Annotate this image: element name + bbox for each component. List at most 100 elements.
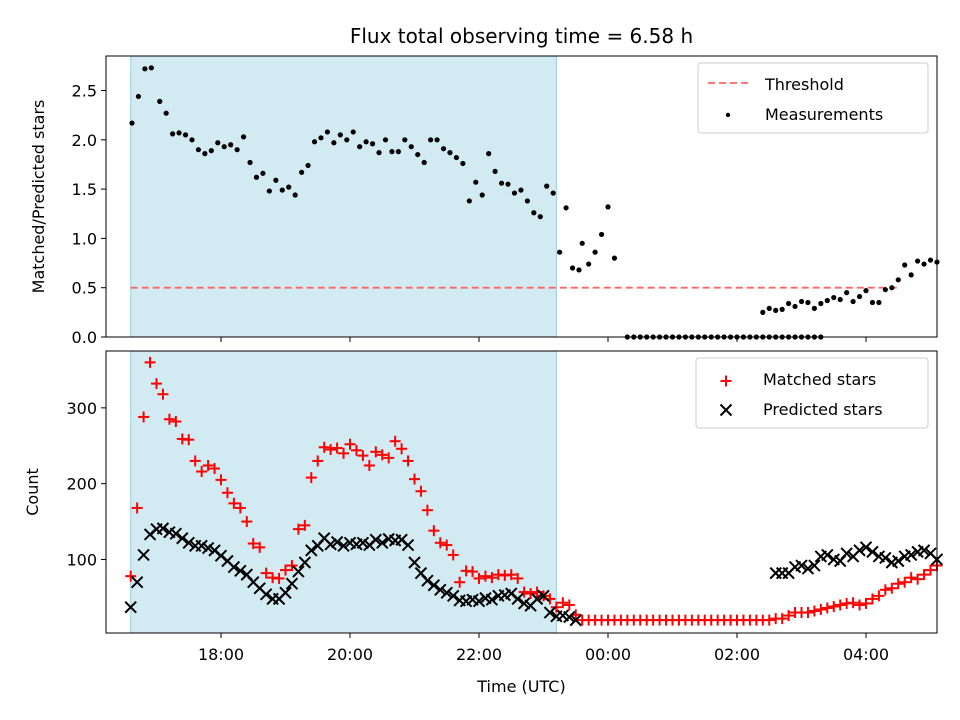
- measurement-point: [586, 261, 592, 267]
- predicted-star-point: [305, 544, 318, 557]
- predicted-star-point: [795, 559, 808, 572]
- predicted-star-point: [892, 554, 905, 568]
- measurement-point: [221, 144, 227, 150]
- measurement-point: [369, 141, 376, 147]
- ratio-y-tick-label: 2.0: [72, 131, 97, 150]
- predicted-star-point: [343, 536, 357, 549]
- measurement-point: [856, 293, 863, 300]
- measurement-point: [331, 140, 337, 146]
- predicted-star-point: [453, 594, 466, 607]
- count-legend-box: [695, 357, 929, 429]
- predicted-star-point: [537, 589, 550, 603]
- measurement-point: [537, 214, 543, 220]
- ratio-panel: 0.0 0.5 1.0 1.5 2.0 2.5 Flux total observing …: [29, 24, 940, 347]
- measurement-point: [228, 142, 234, 148]
- measurement-point: [766, 305, 772, 312]
- count-legend: Matched stars Predicted stars: [695, 357, 929, 429]
- predicted-star-point: [279, 586, 292, 600]
- measurement-point: [524, 198, 530, 204]
- measurement-point: [286, 184, 292, 190]
- ratio-x-ticks: [220, 337, 867, 342]
- ratio-y-tick-label: 2.5: [72, 82, 97, 101]
- measurement-point: [576, 267, 582, 273]
- legend-measurements-swatch: [725, 112, 731, 118]
- predicted-star-point: [221, 554, 234, 568]
- measurement-point: [253, 174, 260, 180]
- measurement-point: [434, 137, 440, 143]
- predicted-star-point: [801, 562, 815, 575]
- count-x-tick-label: 02:00: [714, 645, 760, 664]
- measurement-point: [798, 298, 805, 305]
- predicted-star-point: [466, 593, 479, 606]
- measurement-point: [498, 180, 505, 186]
- measurement-point: [882, 287, 888, 293]
- predicted-star-point: [208, 544, 221, 557]
- measurement-point: [805, 299, 811, 306]
- measurement-point: [247, 159, 253, 166]
- measurement-point: [863, 288, 869, 294]
- measurement-point: [324, 129, 331, 135]
- legend-matched-label: Matched stars: [763, 370, 876, 389]
- ratio-y-tick-label: 0.0: [72, 328, 97, 347]
- predicted-star-point: [234, 564, 247, 578]
- predicted-star-point: [124, 601, 137, 614]
- measurement-point: [234, 147, 240, 153]
- measurement-point: [344, 137, 350, 143]
- measurement-point: [792, 303, 798, 310]
- chart-title: Flux total observing time = 6.58 h: [350, 24, 693, 48]
- count-points: [124, 356, 944, 627]
- measurement-point: [176, 130, 182, 136]
- measurement-point: [811, 305, 818, 312]
- predicted-star-point: [201, 541, 215, 555]
- predicted-star-point: [904, 548, 918, 562]
- predicted-star-point: [130, 576, 144, 589]
- measurement-point: [831, 294, 837, 301]
- measurement-point: [311, 139, 318, 145]
- predicted-star-point: [253, 582, 266, 595]
- measurement-point: [189, 137, 195, 143]
- predicted-star-point: [182, 536, 195, 549]
- predicted-star-point: [879, 551, 892, 565]
- measurement-point: [473, 179, 479, 185]
- measurement-point: [421, 159, 427, 166]
- predicted-star-point: [872, 550, 886, 563]
- predicted-star-point: [298, 556, 312, 569]
- predicted-star-point: [505, 587, 518, 600]
- measurement-points: [129, 65, 940, 340]
- predicted-star-point: [285, 577, 299, 590]
- ratio-y-tick-label: 1.0: [72, 229, 97, 248]
- count-x-tick-label: 18:00: [198, 645, 244, 664]
- predicted-star-point: [840, 547, 853, 560]
- measurement-point: [299, 169, 305, 175]
- measurement-point: [195, 147, 202, 153]
- predicted-star-point: [317, 532, 331, 545]
- count-y-tick-label: 100: [66, 550, 97, 569]
- measurement-point: [170, 131, 176, 137]
- measurement-point: [305, 162, 311, 169]
- measurement-point: [921, 261, 927, 267]
- count-panel: 100 200 300 18:00 20:00 22:00 00:00 02:00 04:00…: [23, 350, 944, 696]
- count-y-axis-label: Count: [23, 468, 42, 516]
- legend-measurements-label: Measurements: [765, 105, 883, 124]
- measurement-point: [531, 210, 537, 216]
- predicted-star-point: [859, 541, 873, 554]
- measurement-point: [895, 277, 901, 283]
- measurement-point: [208, 148, 214, 154]
- predicted-star-point: [259, 588, 273, 601]
- ratio-y-axis-label: Matched/Predicted stars: [29, 100, 48, 294]
- ratio-legend: Threshold Measurements: [697, 62, 929, 134]
- measurement-point: [447, 150, 453, 156]
- measurement-point: [292, 192, 298, 198]
- measurement-point: [135, 93, 142, 100]
- measurement-point: [844, 290, 850, 296]
- predicted-star-point: [227, 560, 241, 574]
- predicted-star-point: [866, 545, 879, 559]
- count-x-tick-label: 04:00: [843, 645, 889, 664]
- predicted-star-point: [517, 597, 531, 610]
- measurement-point: [163, 110, 169, 116]
- measurement-point: [402, 137, 408, 143]
- measurement-point: [202, 151, 208, 157]
- measurement-point: [182, 132, 189, 138]
- predicted-star-point: [137, 548, 150, 562]
- predicted-star-point: [292, 565, 305, 578]
